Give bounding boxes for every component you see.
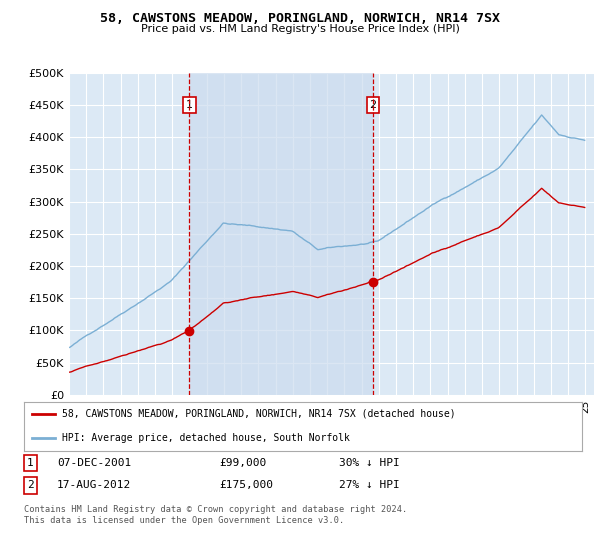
Text: 2: 2 xyxy=(370,100,377,110)
Text: 17-AUG-2012: 17-AUG-2012 xyxy=(57,480,131,491)
Text: HPI: Average price, detached house, South Norfolk: HPI: Average price, detached house, Sout… xyxy=(62,433,350,444)
Text: 07-DEC-2001: 07-DEC-2001 xyxy=(57,458,131,468)
Text: £175,000: £175,000 xyxy=(219,480,273,491)
Text: 1: 1 xyxy=(186,100,193,110)
Bar xyxy=(190,73,373,395)
Text: 30% ↓ HPI: 30% ↓ HPI xyxy=(339,458,400,468)
Text: 1: 1 xyxy=(27,458,34,468)
Text: 58, CAWSTONS MEADOW, PORINGLAND, NORWICH, NR14 7SX (detached house): 58, CAWSTONS MEADOW, PORINGLAND, NORWICH… xyxy=(62,409,455,419)
Text: Price paid vs. HM Land Registry's House Price Index (HPI): Price paid vs. HM Land Registry's House … xyxy=(140,24,460,34)
Text: 27% ↓ HPI: 27% ↓ HPI xyxy=(339,480,400,491)
Text: 58, CAWSTONS MEADOW, PORINGLAND, NORWICH, NR14 7SX: 58, CAWSTONS MEADOW, PORINGLAND, NORWICH… xyxy=(100,12,500,25)
Text: £99,000: £99,000 xyxy=(219,458,266,468)
Text: Contains HM Land Registry data © Crown copyright and database right 2024.
This d: Contains HM Land Registry data © Crown c… xyxy=(24,505,407,525)
Text: 2: 2 xyxy=(27,480,34,491)
